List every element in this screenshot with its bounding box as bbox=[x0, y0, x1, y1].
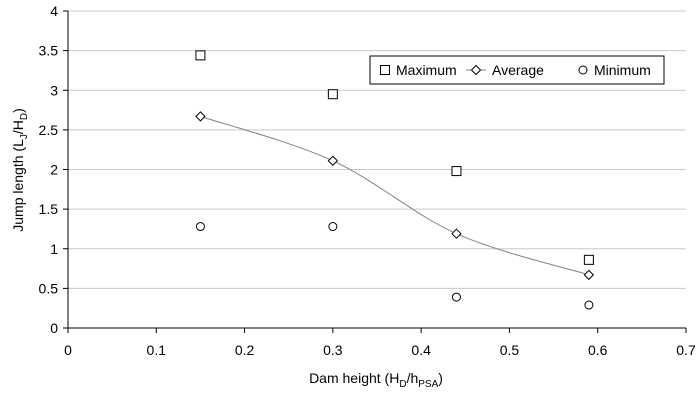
grid-lines bbox=[68, 10, 686, 289]
y-axis-title-main: Jump length (L bbox=[10, 139, 26, 232]
y-tick-label: 2.5 bbox=[39, 122, 59, 138]
average-point bbox=[451, 228, 462, 239]
series-maximum bbox=[195, 50, 594, 265]
tick-labels: 0 0.5 1 1.5 2 2.5 3 3.5 4 0 0.1 0.2 0.3 0.4 0.5 0.6 0.7 bbox=[39, 3, 696, 358]
series-average bbox=[195, 111, 595, 281]
x-axis-title: Dam height (HD/hPSA) bbox=[309, 370, 443, 390]
y-tick-label: 4 bbox=[50, 3, 58, 19]
y-tick-label: 3.5 bbox=[39, 43, 59, 59]
x-axis-title-sub2: PSA bbox=[418, 379, 438, 390]
series-minimum bbox=[195, 222, 594, 310]
y-tick-label: 3 bbox=[50, 82, 58, 98]
axes bbox=[63, 10, 687, 333]
legend-marker-minimum bbox=[578, 65, 588, 75]
y-tick-label: 2 bbox=[50, 162, 58, 178]
minimum-point bbox=[195, 222, 205, 232]
minimum-point bbox=[328, 222, 338, 232]
legend-marker-average bbox=[470, 64, 482, 76]
maximum-point bbox=[327, 89, 338, 100]
legend-label-maximum: Maximum bbox=[396, 62, 457, 78]
x-axis-title-mid: /h bbox=[407, 370, 419, 386]
x-tick-label: 0 bbox=[64, 342, 72, 358]
legend-items: Maximum Average Minimum bbox=[380, 62, 651, 78]
x-tick-label: 0.2 bbox=[235, 342, 255, 358]
x-tick-label: 0.5 bbox=[500, 342, 520, 358]
x-axis-title-end: ) bbox=[438, 370, 443, 386]
average-point bbox=[195, 111, 206, 122]
y-tick-label: 1 bbox=[50, 241, 58, 257]
x-tick-label: 0.6 bbox=[588, 342, 608, 358]
legend-marker-maximum bbox=[380, 65, 390, 75]
x-tick-label: 0.3 bbox=[323, 342, 343, 358]
y-axis-title: Jump length (LJ/HD) bbox=[10, 108, 30, 232]
x-tick-label: 0.7 bbox=[676, 342, 696, 358]
y-tick-label: 0.5 bbox=[39, 280, 59, 296]
y-tick-label: 1.5 bbox=[39, 201, 59, 217]
x-axis-title-sub1: D bbox=[399, 379, 406, 390]
series-line-average bbox=[200, 115, 590, 276]
x-axis-title-main: Dam height (H bbox=[309, 370, 399, 386]
average-point bbox=[583, 269, 595, 281]
y-axis-title-end: ) bbox=[10, 108, 26, 113]
y-axis-title-mid: /H bbox=[10, 120, 26, 134]
legend-label-average: Average bbox=[492, 62, 544, 78]
y-axis-title-sub1: J bbox=[19, 134, 30, 139]
legend: Maximum Average Minimum bbox=[369, 55, 665, 85]
y-tick-label: 0 bbox=[50, 320, 58, 336]
legend-box bbox=[369, 55, 665, 85]
x-tick-label: 0.1 bbox=[147, 342, 167, 358]
maximum-point bbox=[583, 254, 594, 265]
x-tick-label: 0.4 bbox=[411, 342, 431, 358]
legend-label-minimum: Minimum bbox=[594, 62, 651, 78]
y-axis-title-sub2: D bbox=[19, 113, 30, 120]
average-point bbox=[327, 155, 339, 166]
minimum-point bbox=[584, 300, 594, 310]
series bbox=[195, 50, 595, 310]
maximum-point bbox=[451, 166, 462, 177]
maximum-point bbox=[195, 50, 206, 61]
minimum-point bbox=[451, 292, 461, 302]
